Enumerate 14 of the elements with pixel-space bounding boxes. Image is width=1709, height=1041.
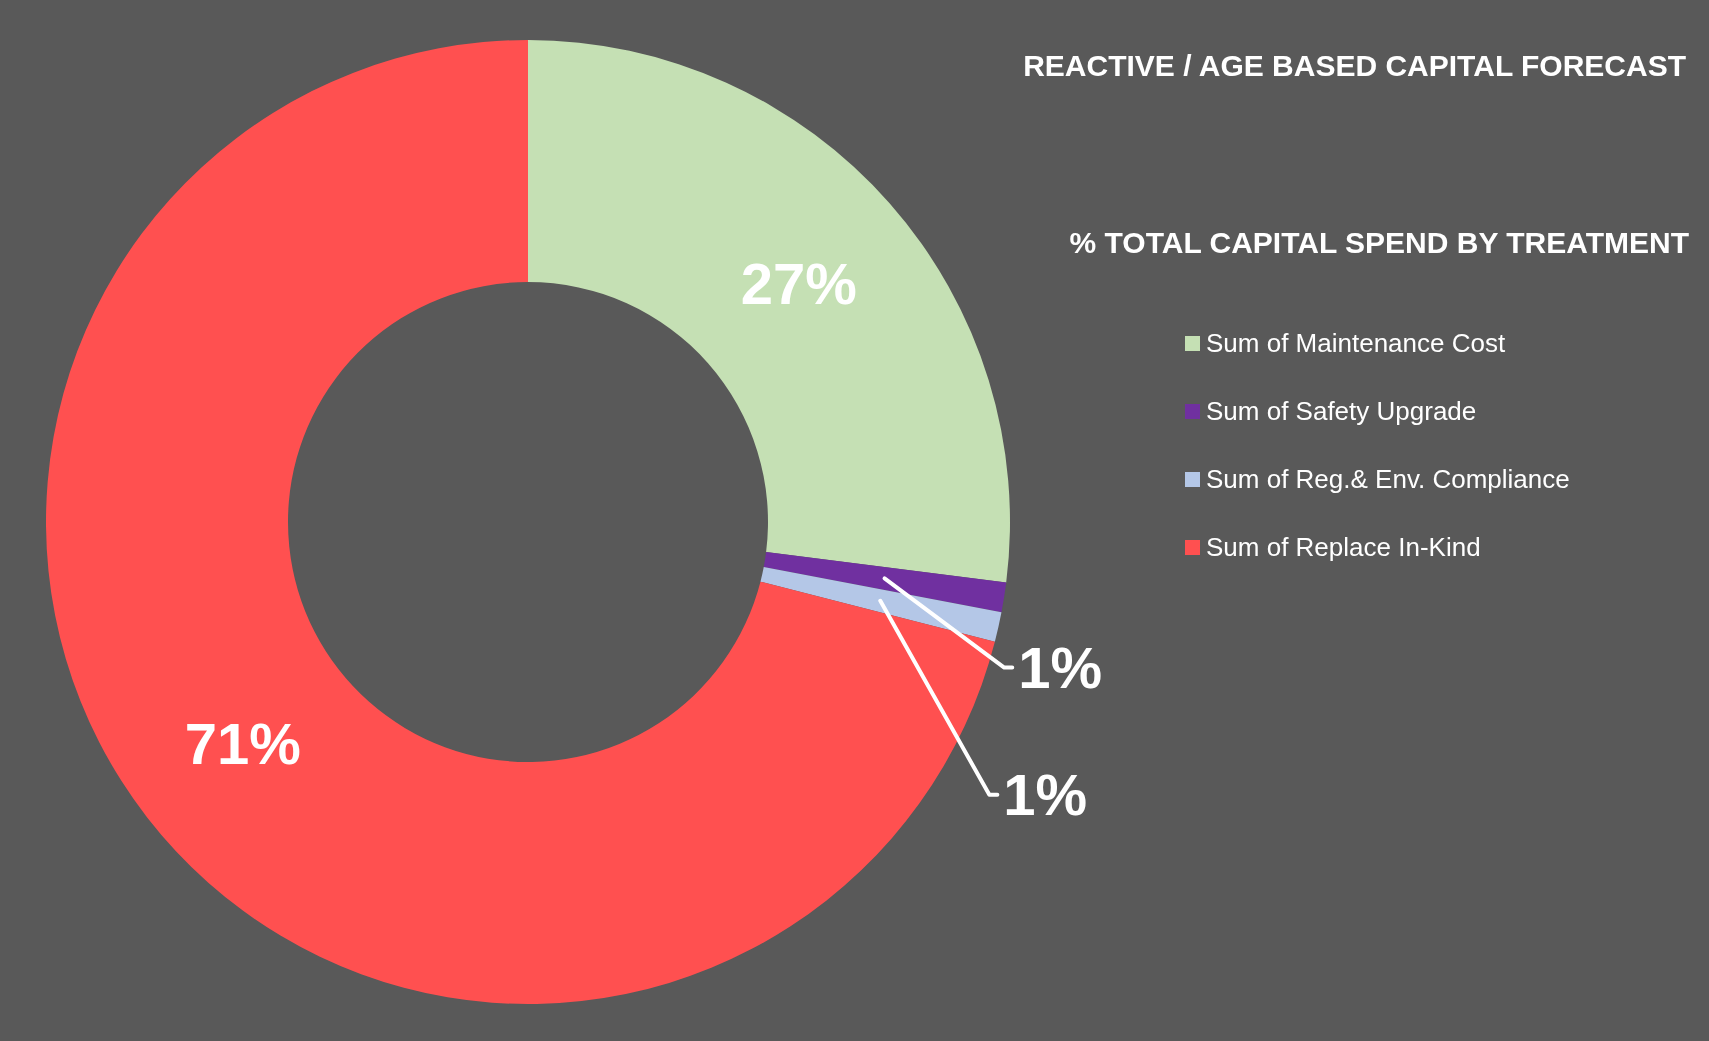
- legend-label: Sum of Reg.& Env. Compliance: [1206, 463, 1570, 495]
- text: % TOTAL CAPITAL SPEND BY TREATMENT: [1069, 225, 1689, 261]
- data-label: 71%: [184, 710, 301, 776]
- donut-slice: [763, 552, 1007, 613]
- data-label: 1%: [1018, 635, 1103, 701]
- legend-label: Sum of Replace In-Kind: [1206, 531, 1481, 563]
- donut-slice: [46, 40, 995, 1004]
- donut-slice: [760, 566, 1002, 642]
- chart-title: REACTIVE / AGE BASED CAPITAL FORECAST: [1023, 48, 1686, 84]
- data-label: 27%: [740, 250, 857, 316]
- legend-label: Sum of Safety Upgrade: [1206, 395, 1477, 427]
- legend-label: Sum of Maintenance Cost: [1206, 327, 1506, 359]
- donut-slice: [528, 40, 1010, 583]
- data-label: 1%: [1003, 762, 1088, 828]
